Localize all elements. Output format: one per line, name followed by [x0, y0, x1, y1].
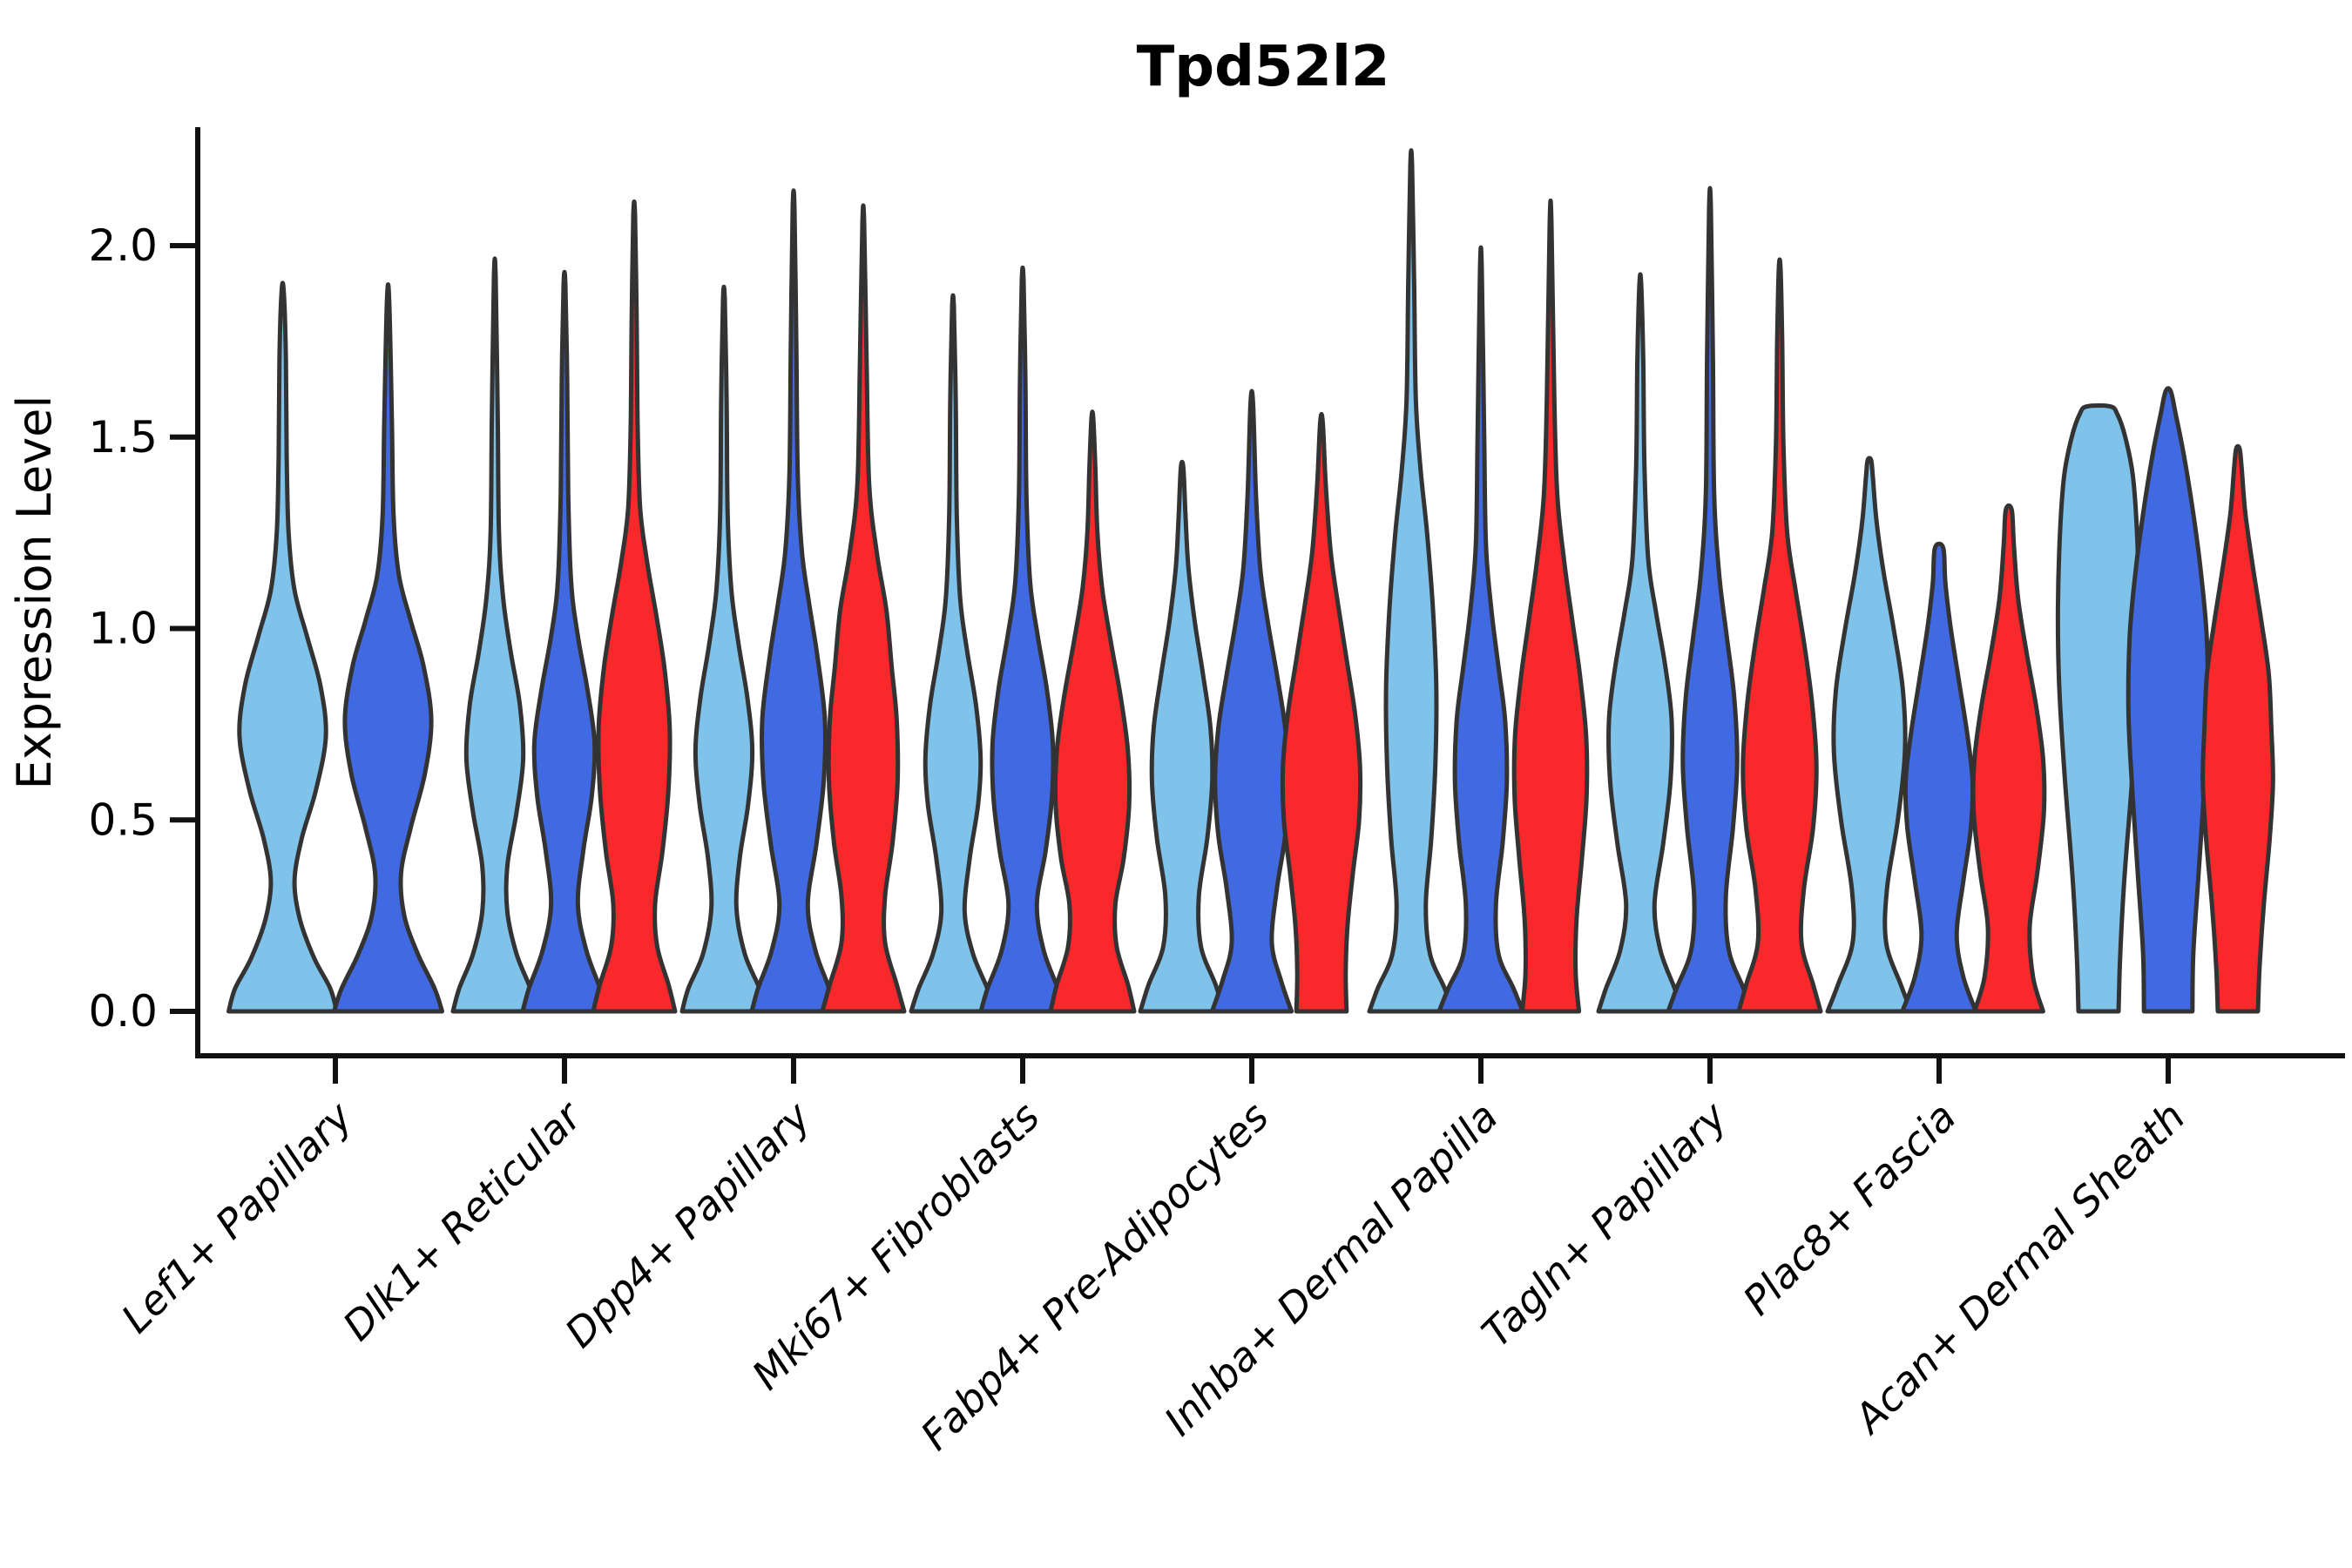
- y-tick-label: 2.0: [88, 220, 158, 271]
- violin-group9-hue3: [2200, 443, 2275, 1014]
- violin-group7-hue2: [1666, 186, 1754, 1014]
- violin-group6-hue1: [1367, 148, 1456, 1014]
- violin-group8-hue2: [1900, 541, 1978, 1014]
- y-tick-label: 0.0: [88, 986, 158, 1037]
- violin-group4-hue1: [909, 293, 997, 1014]
- violin-group2-hue1: [450, 256, 539, 1014]
- x-tick-label: Lef1+ Papillary: [112, 1092, 362, 1342]
- x-tick-label: Dpp4+ Papillary: [556, 1092, 820, 1356]
- violin-group3-hue1: [679, 284, 768, 1014]
- y-axis-label: Expression Level: [7, 395, 62, 790]
- violin-group5-hue3: [1280, 411, 1363, 1014]
- violin-group1-hue1: [226, 280, 339, 1014]
- violin-group4-hue2: [978, 265, 1067, 1014]
- y-tick-label: 1.5: [88, 412, 158, 463]
- violin-group2-hue2: [520, 269, 609, 1014]
- violin-group9-hue2: [2126, 386, 2211, 1014]
- y-tick-label: 1.0: [88, 604, 158, 654]
- violin-group6-hue3: [1511, 199, 1590, 1014]
- chart-title: Tpd52l2: [1137, 35, 1390, 99]
- violin-group5-hue2: [1209, 389, 1294, 1014]
- violins-layer: [226, 148, 2275, 1014]
- violin-group8-hue3: [1970, 503, 2047, 1014]
- violin-group5-hue1: [1138, 459, 1227, 1014]
- violin-group8-hue1: [1825, 456, 1914, 1014]
- x-tick-label: Dlk1+ Reticular: [334, 1091, 592, 1349]
- violin-group7-hue1: [1596, 272, 1685, 1014]
- x-tick-label: Tagln+ Papillary: [1472, 1092, 1736, 1356]
- y-tick-label: 0.5: [88, 794, 158, 845]
- violin-group3-hue3: [820, 203, 907, 1014]
- axes: [195, 127, 2345, 1058]
- violin-group3-hue2: [749, 188, 838, 1014]
- x-tick-label: Plac8+ Fascia: [1734, 1093, 1964, 1324]
- violin-group1-hue2: [332, 281, 444, 1014]
- violin-group2-hue3: [591, 199, 678, 1014]
- violin-group7-hue3: [1736, 257, 1823, 1014]
- violin-group6-hue2: [1436, 245, 1525, 1014]
- violin-group4-hue3: [1048, 409, 1137, 1014]
- y-tick-labels: 0.0 0.5 1.0 1.5 2.0: [88, 220, 198, 1037]
